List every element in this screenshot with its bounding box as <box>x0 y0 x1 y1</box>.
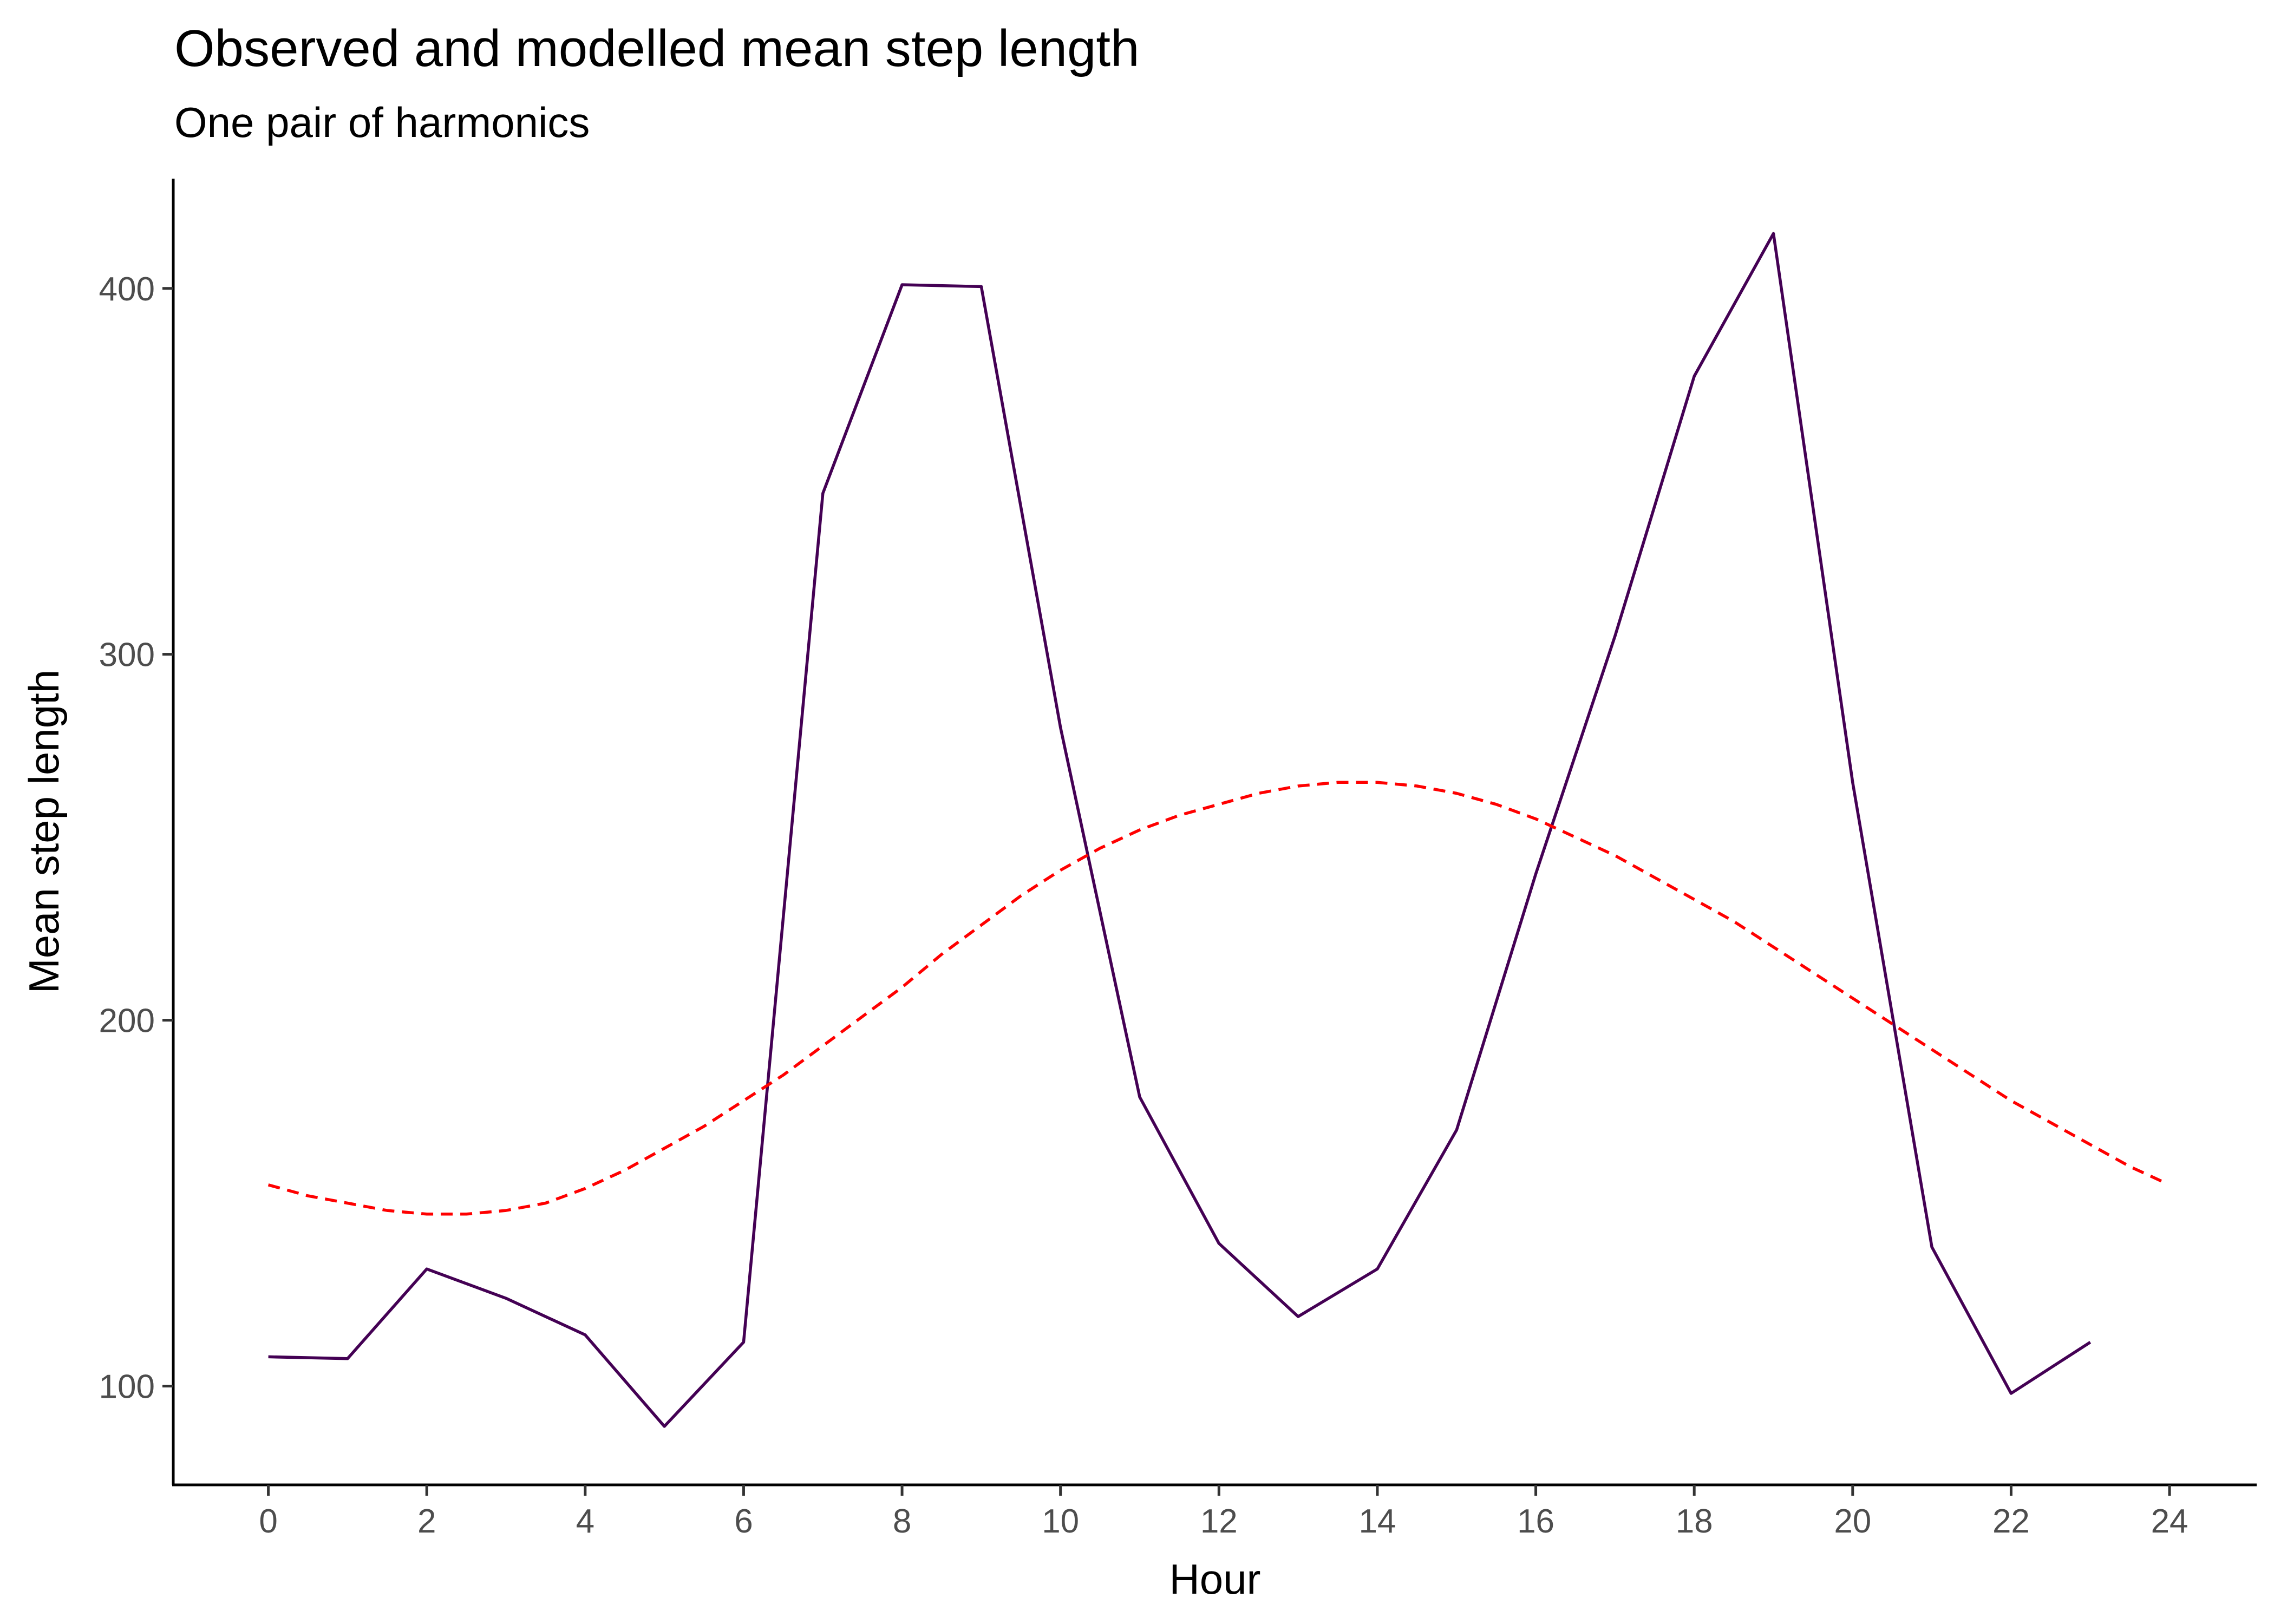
series-line-observed <box>268 232 2092 1428</box>
x-tick-label: 12 <box>1200 1503 1238 1540</box>
x-tick-label: 16 <box>1517 1503 1554 1540</box>
chart-title: Observed and modelled mean step length <box>174 19 1139 77</box>
series-line-modelled <box>267 781 2162 1216</box>
y-tick-label: 400 <box>99 271 155 308</box>
plot-area <box>267 232 2162 1428</box>
x-tick-label: 24 <box>2151 1503 2188 1540</box>
x-tick-label: 6 <box>734 1503 753 1540</box>
y-tick-label: 100 <box>99 1368 155 1406</box>
x-tick-label: 20 <box>1834 1503 1871 1540</box>
x-tick-label: 14 <box>1358 1503 1396 1540</box>
x-tick-label: 10 <box>1042 1503 1079 1540</box>
x-axis-title: Hour <box>1169 1555 1260 1603</box>
x-tick-label: 18 <box>1676 1503 1713 1540</box>
y-tick-label: 300 <box>99 637 155 674</box>
x-tick-label: 0 <box>259 1503 277 1540</box>
x-tick-label: 22 <box>1992 1503 2030 1540</box>
x-tick-label: 2 <box>417 1503 436 1540</box>
y-axis-title: Mean step length <box>20 670 68 993</box>
y-axis: 100 200 300 400 <box>99 271 173 1406</box>
x-tick-label: 8 <box>893 1503 911 1540</box>
x-axis: 0 2 4 6 8 10 12 14 16 18 20 22 24 <box>259 1485 2188 1540</box>
x-tick-label: 4 <box>576 1503 594 1540</box>
chart-subtitle: One pair of harmonics <box>174 99 590 146</box>
y-tick-label: 200 <box>99 1003 155 1040</box>
